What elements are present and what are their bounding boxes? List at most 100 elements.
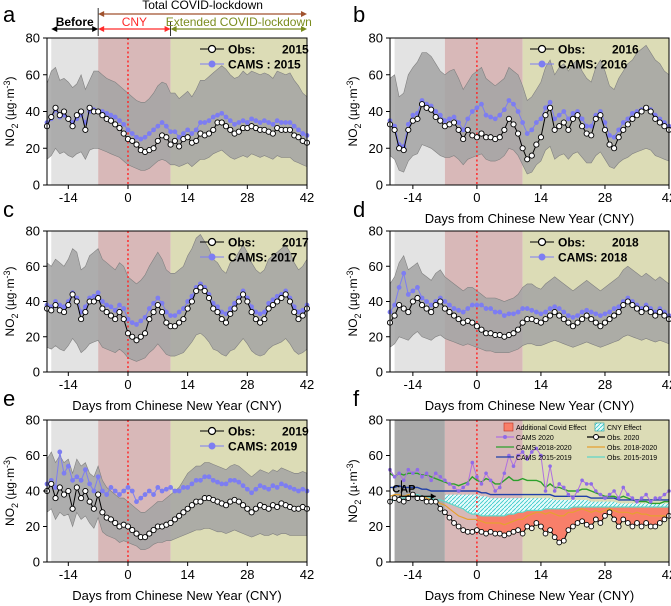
cams-point [134, 499, 139, 505]
y-tick-label: 80 [26, 413, 40, 428]
cams-2020-point [484, 471, 488, 476]
x-tick-label: 28 [240, 567, 254, 582]
obs-point [146, 316, 153, 323]
obs-point [269, 130, 276, 137]
cams-2020-point [465, 482, 470, 486]
obs-point [560, 316, 567, 323]
obs-point [414, 115, 421, 122]
cams-point [506, 98, 512, 103]
obs-point [629, 115, 636, 122]
cams-point [547, 306, 553, 311]
cams-point [215, 479, 220, 485]
cams-2020-point [461, 485, 465, 490]
obs-point [171, 323, 178, 330]
cams-point [146, 306, 152, 311]
cams-point [291, 123, 297, 129]
obs-point [244, 505, 251, 512]
obs-point [652, 312, 659, 319]
cams-point [215, 304, 220, 310]
cams-point [501, 313, 507, 318]
cams-point [296, 309, 301, 315]
cams-point [266, 486, 272, 492]
obs-point [60, 309, 68, 316]
y-tick-label: 20 [26, 141, 40, 156]
obs-point [103, 309, 110, 316]
y-tick-label: 0 [376, 555, 383, 570]
panel-f: 0 20 40 60 80 -14 0 14 28 42 Days from Chinese New… [345, 386, 671, 603]
obs-point [56, 112, 63, 119]
obs-point [86, 498, 93, 505]
obs-2020-point [574, 520, 581, 526]
obs-2020-point [629, 523, 636, 530]
cams-point [155, 485, 161, 490]
panel-letter: b [353, 2, 365, 27]
obs-point [428, 106, 435, 113]
cams-point [300, 486, 306, 492]
cams-point [460, 309, 466, 315]
obs-point [460, 136, 467, 143]
obs-point [261, 316, 268, 323]
legend-additional-swatch [503, 422, 514, 432]
obs-point [515, 326, 522, 333]
obs-point [633, 112, 641, 119]
obs-point [52, 301, 59, 309]
obs-2020-point [396, 497, 402, 503]
cams-point [296, 127, 301, 133]
obs-2020-point [423, 498, 430, 505]
cams-point [405, 292, 411, 297]
cams-2020-point [658, 496, 662, 500]
cams-point [520, 306, 526, 311]
obs-point [107, 516, 114, 523]
obs-2020-point [611, 516, 617, 523]
cams-point [70, 477, 75, 483]
y-tick-label: 20 [369, 141, 383, 156]
obs-point [286, 298, 294, 305]
obs-point [274, 298, 281, 305]
cams-point [552, 116, 558, 122]
legend-marker [503, 435, 507, 439]
obs-2020-point [483, 530, 489, 537]
cams-2020-point [662, 492, 667, 497]
x-axis-label: Days from Chinese New Year (CNY) [72, 588, 282, 603]
cams-2020-point [420, 475, 424, 479]
cams-point [497, 112, 503, 118]
cams-2020-point [397, 471, 401, 476]
obs-point [510, 330, 517, 337]
y-tick-label: 60 [369, 67, 383, 82]
x-tick-label: 28 [598, 377, 612, 392]
obs-2020-point [657, 520, 663, 526]
obs-point [524, 156, 531, 163]
cams-point [159, 300, 165, 306]
cams-2020-point [534, 446, 539, 451]
cams-point [227, 306, 233, 311]
obs-point [579, 316, 586, 323]
obs-point [107, 117, 114, 124]
legend-label: CAMS 2018-2020 [516, 445, 572, 452]
obs-point [601, 319, 609, 326]
cams-point [442, 299, 448, 304]
cams-2020-point [401, 478, 406, 483]
obs-point [188, 298, 195, 305]
obs-point [146, 530, 153, 537]
cams-2020-point [543, 489, 548, 493]
obs-point [414, 294, 421, 302]
cams-point [168, 313, 174, 318]
cams-point [104, 110, 110, 116]
cams-point [91, 293, 97, 299]
cams-point [257, 311, 263, 317]
cams-point [244, 486, 250, 492]
cams-point [520, 120, 526, 125]
cams-point [547, 99, 553, 105]
obs-point [620, 126, 627, 133]
cams-point [57, 302, 63, 308]
cams-point [168, 129, 174, 135]
cams-point [506, 311, 512, 317]
cams-point [129, 488, 135, 494]
cams-point [253, 118, 259, 124]
cams-point [300, 131, 306, 136]
cams-point [151, 300, 156, 306]
obs-2020-point [442, 509, 448, 516]
cams-point [206, 474, 212, 480]
y-axis-label: NO2 (µg·m-3) [345, 77, 363, 147]
